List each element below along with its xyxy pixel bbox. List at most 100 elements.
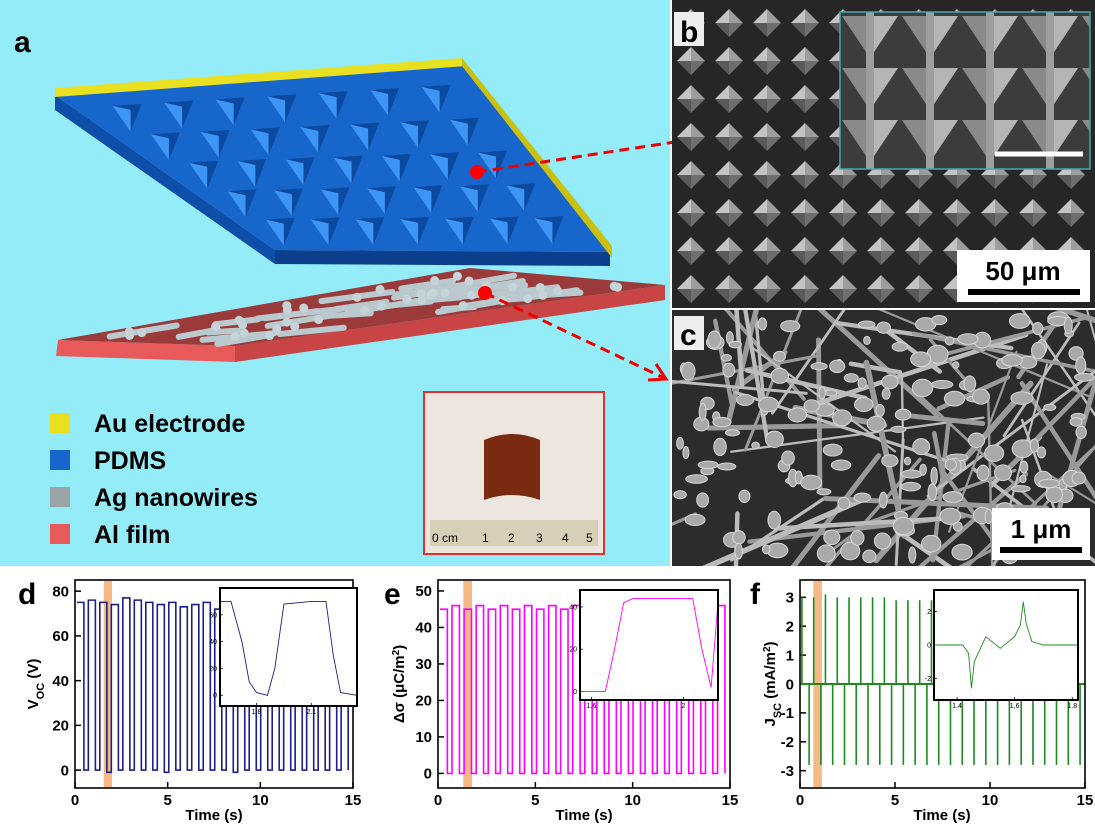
particle [829, 359, 846, 374]
pyramid-facet [285, 159, 304, 186]
particle [903, 456, 912, 466]
nanoparticle [553, 286, 563, 296]
particle [1029, 438, 1040, 453]
particle [830, 459, 852, 471]
particle [1011, 485, 1031, 493]
nanowire [276, 324, 347, 338]
pyramid-facet [370, 89, 389, 116]
y-tick-label: 40 [569, 604, 577, 611]
pyramid-facet [421, 86, 440, 113]
nanoparticle [282, 305, 292, 315]
data-line [439, 604, 726, 775]
particle [1045, 486, 1063, 504]
pyramid-facet [164, 102, 183, 129]
particle [712, 416, 732, 428]
particle [943, 390, 966, 407]
nanowire [414, 283, 474, 293]
ruler [430, 520, 598, 546]
nanoparticle [282, 317, 292, 327]
particle [919, 463, 927, 476]
y-tick-label: 80 [52, 583, 69, 600]
nanoparticle [239, 328, 249, 338]
particle [765, 430, 784, 448]
y-axis-label: Δσ (μC/m2) [391, 645, 409, 723]
pyramid-facet [237, 161, 256, 188]
nanoparticle [535, 282, 545, 292]
plot-frame [437, 579, 731, 789]
particle [673, 490, 687, 500]
pyramid-facet [310, 219, 329, 246]
pyramid-facet [355, 219, 374, 246]
legend-label: Ag nanowires [94, 484, 258, 512]
nanoparticle [508, 282, 518, 292]
x-axis-label: Time (s) [185, 807, 242, 824]
nanowire [262, 308, 321, 322]
particle [894, 408, 912, 421]
y-axis-label-part: OC [35, 683, 47, 700]
au-top [55, 58, 466, 97]
wire [855, 468, 1017, 529]
nanoparticle [265, 331, 275, 341]
pyramid-facet [265, 219, 284, 246]
pyramid-facet [400, 122, 419, 149]
particle [892, 516, 915, 536]
panel-label: f [750, 578, 761, 611]
wire [672, 379, 808, 395]
wire [744, 368, 868, 401]
particle [963, 375, 977, 393]
y-tick-label: 0 [61, 762, 69, 779]
y-axis-label: JSC (mA/m2) [762, 641, 785, 726]
plot-bg [220, 588, 357, 706]
x-tick-label: 10 [252, 792, 269, 809]
x-tick-label: 1.4 [952, 703, 962, 710]
nanoparticle [429, 288, 439, 298]
x-tick-label: 15 [345, 792, 362, 809]
y-axis-label-part: ) [762, 641, 779, 646]
y-tick-label: -3 [781, 763, 794, 780]
particle [824, 389, 838, 397]
particle [734, 542, 743, 560]
particle [857, 320, 876, 329]
particle [891, 341, 908, 352]
pyramid-facet [459, 186, 478, 213]
marker [470, 165, 484, 179]
pyramid-facet [250, 129, 269, 156]
particle [810, 362, 828, 371]
panel-label: e [384, 578, 401, 611]
pyramid-facet [478, 152, 497, 179]
y-axis-label-part: Δσ (μC/m [391, 655, 408, 723]
particle [1043, 403, 1057, 411]
wire [931, 430, 946, 480]
particle [1019, 460, 1029, 474]
arrows [470, 130, 693, 382]
particle [717, 462, 737, 471]
arrow [476, 138, 689, 174]
particle [854, 397, 874, 412]
data-line [934, 601, 1078, 689]
particle [876, 321, 891, 334]
al-front [235, 285, 665, 362]
plot-frame [933, 589, 1079, 701]
wire [817, 310, 940, 418]
x-tick-label: 0 [796, 792, 804, 809]
y-tick-label: 0 [424, 766, 432, 783]
particle [800, 474, 823, 491]
x-axis-label: Time (s) [913, 807, 970, 824]
nanowire [264, 311, 338, 329]
particle [967, 432, 986, 448]
particle [781, 450, 795, 466]
legend-swatch [50, 524, 70, 544]
legend-label: Au electrode [94, 410, 246, 438]
particle [787, 407, 807, 423]
wire [848, 361, 903, 375]
device [484, 434, 540, 500]
wire [885, 328, 943, 374]
marker [478, 286, 492, 300]
pyramid-facet [112, 105, 131, 132]
y-tick-label: 3 [786, 590, 794, 607]
arrow-head [647, 363, 669, 382]
legend-label: Al film [94, 521, 170, 549]
particle [1038, 478, 1060, 489]
particle [951, 543, 973, 561]
